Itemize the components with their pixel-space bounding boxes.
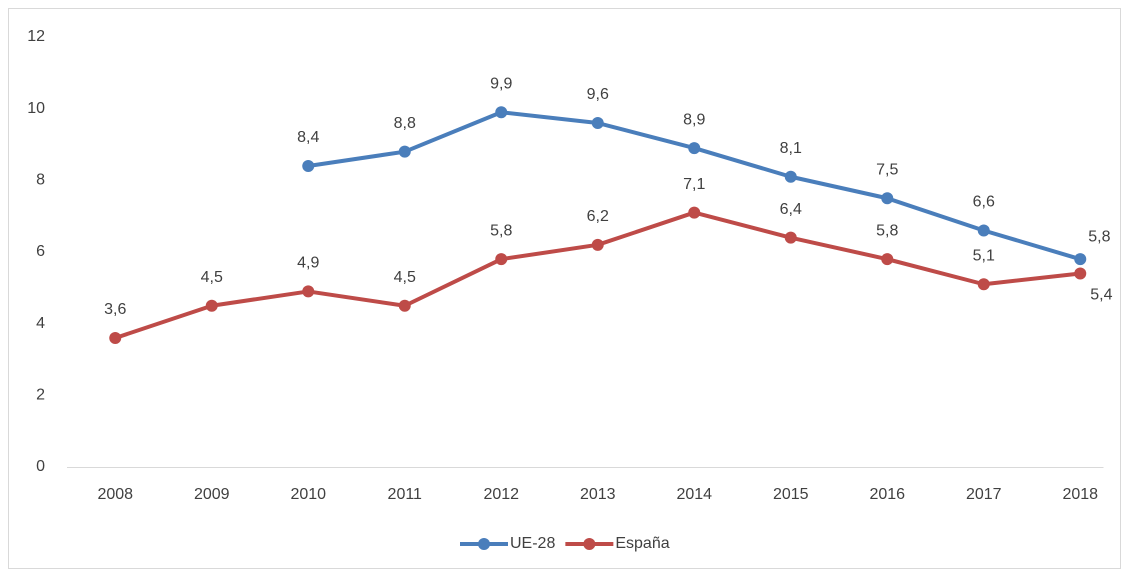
x-tick-label: 2016 [869,486,905,503]
y-tick-label: 4 [36,315,45,332]
data-label: 8,4 [297,129,319,146]
y-tick-label: 2 [36,387,45,404]
x-tick-label: 2008 [97,486,133,503]
data-label: 6,4 [780,201,802,218]
y-tick-label: 0 [36,458,45,475]
x-tick-label: 2014 [676,486,712,503]
data-point [205,299,218,312]
data-label: 7,5 [876,161,898,178]
data-label: 6,6 [973,194,995,211]
legend-marker [583,538,596,550]
data-label: 5,1 [973,247,995,264]
data-point [784,170,797,183]
data-point [688,206,701,219]
data-label: 8,8 [394,115,416,132]
data-label: 7,1 [683,176,705,193]
data-point [495,253,508,266]
data-label: 4,5 [201,269,223,286]
x-tick-label: 2012 [483,486,519,503]
y-tick-label: 10 [27,100,45,117]
y-tick-label: 12 [27,28,45,45]
data-label: 8,9 [683,111,705,128]
legend-label: España [615,535,669,552]
legend-label: UE-28 [510,535,555,552]
data-point [1074,267,1087,280]
data-point [495,106,508,119]
data-label: 8,1 [780,140,802,157]
data-point [591,117,604,129]
data-label: 5,8 [876,222,898,239]
data-point [881,253,894,266]
data-label: 9,9 [490,75,512,92]
y-tick-label: 6 [36,243,45,260]
data-point [302,160,315,172]
x-tick-label: 2009 [194,486,230,503]
x-tick-label: 2010 [290,486,326,503]
x-tick-label: 2011 [388,486,423,503]
x-tick-label: 2015 [773,486,809,503]
data-label: 4,9 [297,255,319,272]
data-point [881,192,894,205]
x-tick-label: 2018 [1062,486,1098,503]
data-label: 9,6 [587,86,609,103]
chart-frame [8,8,1121,569]
data-point [591,238,604,251]
data-point [398,145,411,158]
y-tick-label: 8 [36,172,45,189]
data-point [977,278,990,291]
x-tick-label: 2013 [580,486,616,503]
data-point [302,285,315,298]
data-label: 5,4 [1090,287,1112,304]
data-label: 6,2 [587,208,609,225]
data-label: 5,8 [1088,228,1110,245]
data-point [398,299,411,312]
data-label: 5,8 [490,222,512,239]
data-point [688,142,701,155]
data-point [1074,253,1087,266]
data-point [109,332,122,344]
data-label: 3,6 [104,301,126,318]
x-tick-label: 2017 [966,486,1002,503]
data-point [977,224,990,237]
data-point [784,231,797,244]
data-label: 4,5 [394,269,416,286]
legend-marker [478,538,490,550]
